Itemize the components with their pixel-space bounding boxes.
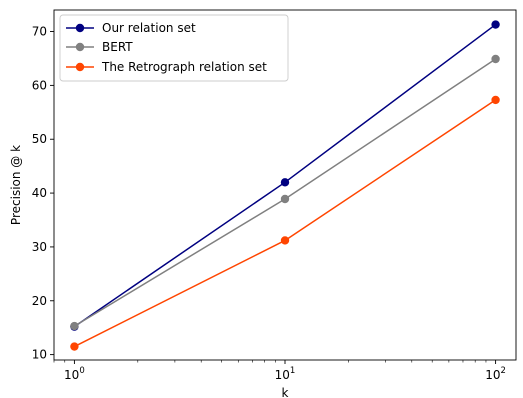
legend-item-bert: BERT [66,40,133,54]
data-point-1-0 [70,321,79,331]
y-tick-label-0: 10 [32,348,47,362]
legend: Our relation set BERT The Retrograph rel… [59,14,289,82]
y-tick-label-3: 40 [32,186,47,200]
x-tick-label-2: 102 [485,366,506,382]
series-layer [70,20,500,351]
data-point-1-2 [491,54,500,64]
y-tick-label-5: 60 [32,78,47,92]
legend-box [59,14,289,82]
x-tick-label-0: 100 [64,366,85,382]
x-axis-title: k [282,386,289,398]
x-tick-label-1: 101 [275,366,296,382]
data-point-2-0 [70,342,79,351]
legend-marker-bert [75,42,85,52]
legend-item-our-relation-set: Our relation set [66,21,196,35]
y-tick-label-6: 70 [32,25,47,39]
data-point-0-1 [280,178,290,187]
legend-label-bert: BERT [102,40,133,54]
legend-label-retrograph-relation-set: The Retrograph relation set [101,60,267,74]
ticks-layer: 10 20 30 40 50 60 70 100 101 102 [32,25,506,382]
y-tick-label-1: 20 [32,294,47,308]
y-tick-label-4: 50 [32,132,47,146]
legend-marker-our-relation-set [75,23,85,33]
data-point-1-1 [280,194,290,204]
legend-item-retrograph-relation-set: The Retrograph relation set [66,60,267,74]
data-point-2-1 [280,236,290,245]
data-point-0-2 [491,20,500,29]
y-tick-label-2: 30 [32,240,47,254]
y-axis-title: Precision @ k [9,145,23,225]
legend-label-our-relation-set: Our relation set [102,21,196,35]
legend-marker-retrograph-relation-set [75,62,85,72]
data-point-2-2 [491,95,500,105]
